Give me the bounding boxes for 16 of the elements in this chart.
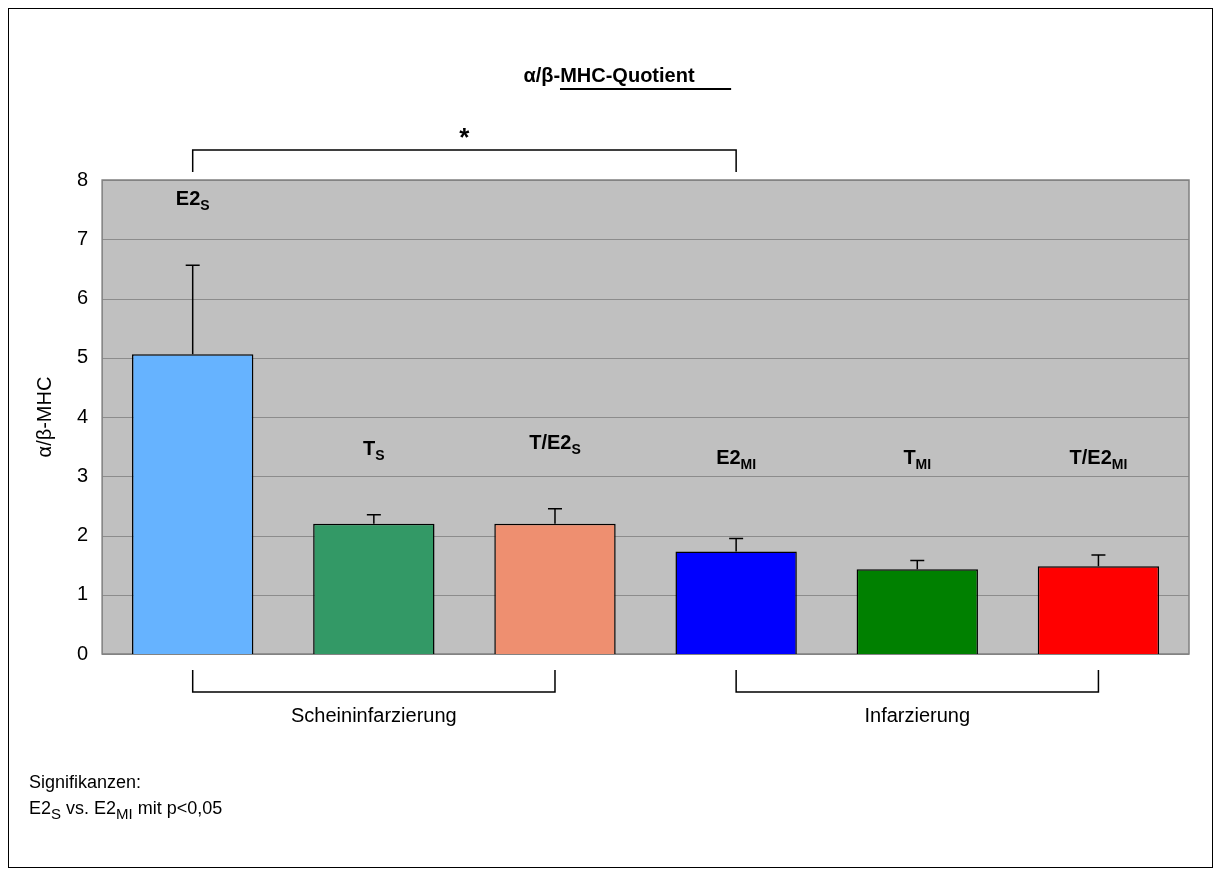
y-tick-label: 6 <box>77 286 89 309</box>
text: E2$_{S}$ vs. E2$_{MI}$ mit p<0,05 <box>29 797 223 824</box>
y-tick-label: 5 <box>77 345 89 368</box>
y-tick-label: 2 <box>77 523 89 546</box>
text: Scheininfarzierung <box>291 703 457 726</box>
y-tick-label: 1 <box>77 582 89 605</box>
text: * <box>459 122 471 152</box>
y-tick-label: 0 <box>77 641 89 664</box>
y-tick-label: 4 <box>77 404 89 427</box>
text: Signifikanzen: <box>29 771 143 794</box>
text: Infarzierung <box>864 703 971 726</box>
y-tick-label: 3 <box>77 463 89 486</box>
chart-title: α/β-MHC-Quotient <box>523 63 695 86</box>
y-tick-label: 7 <box>77 226 89 249</box>
y-tick-label: 8 <box>77 167 89 190</box>
y-axis-title: α/β-MHC <box>32 376 55 458</box>
